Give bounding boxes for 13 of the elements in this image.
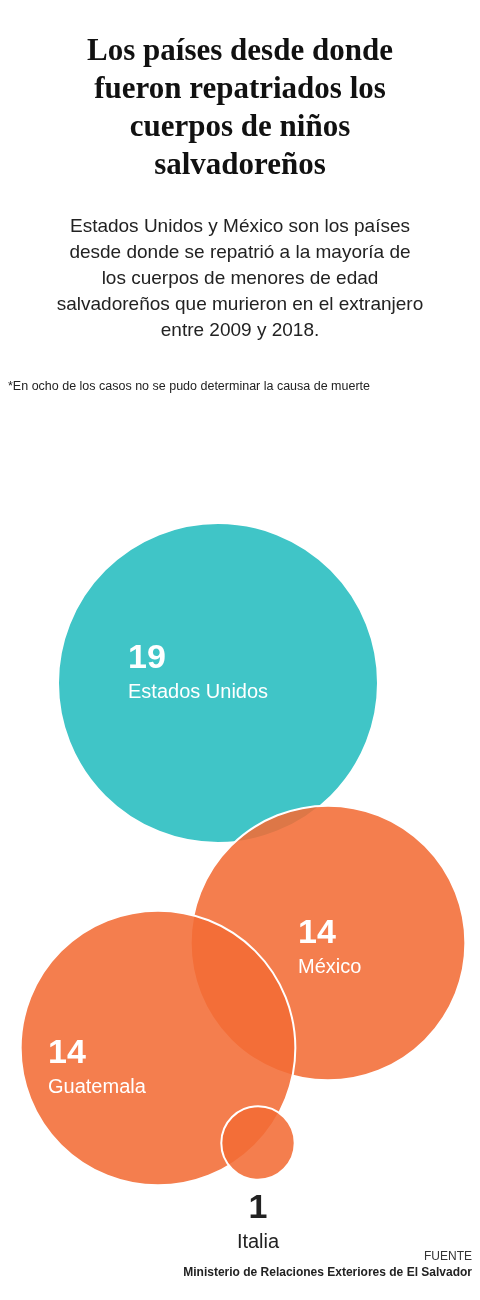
text: Estados Unidos y México son los países desde donde se repatrió a la mayoría de los cuerpos de menores de edad salvadoreños que murieron en el extranjero entre 2009 y 2018.: [56, 215, 424, 340]
text: FUENTE: [424, 1249, 472, 1263]
data-label: 19: [128, 637, 166, 675]
category-label: Estados Unidos: [128, 680, 269, 702]
category-label: Italia: [236, 1230, 280, 1252]
text: *En ocho de los casos no se pudo determinar la causa de muerte: [8, 379, 371, 393]
text: Ministerio de Relaciones Exteriores de El Salvador: [183, 1265, 473, 1279]
data-label: 1: [248, 1187, 268, 1225]
data-label: 14: [48, 1032, 86, 1070]
category-label: Guatemala: [48, 1075, 147, 1097]
data-label: 14: [298, 912, 336, 950]
text: Los países desde donde fueron repatriados los cuerpos de niños salvadoreños: [87, 32, 393, 181]
category-label: México: [298, 955, 362, 977]
